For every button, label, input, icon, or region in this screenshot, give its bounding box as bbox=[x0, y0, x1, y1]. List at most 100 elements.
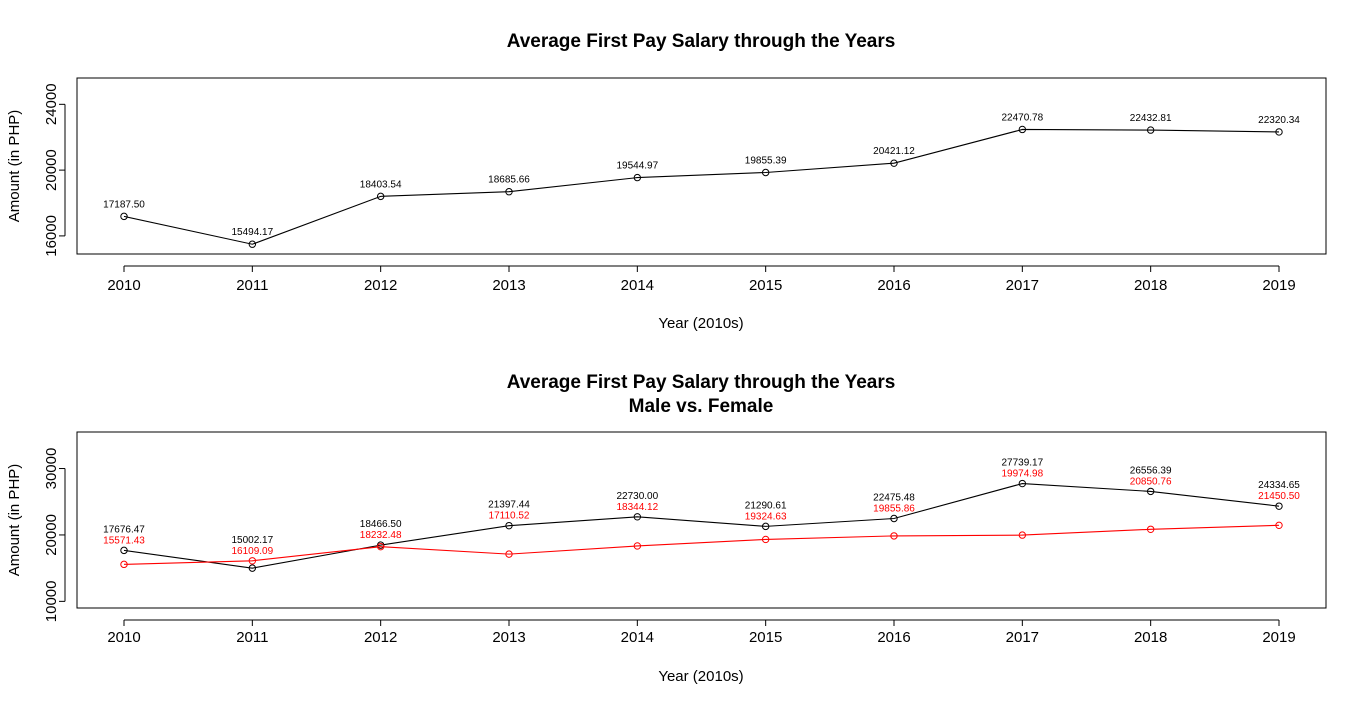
bottom-series-1-line bbox=[123, 524, 1280, 565]
bottom-series-1-data-label: 17110.52 bbox=[489, 511, 530, 522]
top-series-0-line bbox=[123, 128, 1280, 245]
bottom-series-1-data-label: 19855.86 bbox=[873, 504, 915, 515]
bottom-chart-title: Average First Pay Salary through the Yea… bbox=[507, 372, 896, 393]
bottom-series-0-data-label: 21397.44 bbox=[488, 500, 530, 511]
bottom-series-0-point bbox=[1018, 479, 1027, 488]
bottom-series-0-point bbox=[120, 546, 128, 555]
top-x-tick-label: 2011 bbox=[236, 277, 268, 294]
bottom-x-tick-label: 2014 bbox=[621, 629, 654, 646]
bottom-series-1-point bbox=[1275, 521, 1283, 530]
bottom-x-tick-label: 2018 bbox=[1134, 629, 1167, 646]
bottom-series-0-data-label: 26556.39 bbox=[1130, 465, 1172, 476]
bottom-chart-panel: Average First Pay Salary through the Yea… bbox=[6, 372, 1327, 685]
top-series-0-point bbox=[120, 212, 128, 221]
top-data-label: 18685.66 bbox=[488, 175, 530, 186]
bottom-series-0-data-label: 15002.17 bbox=[231, 535, 273, 546]
bottom-x-tick-label: 2016 bbox=[877, 629, 910, 646]
top-x-tick-label: 2015 bbox=[749, 277, 782, 294]
top-series-0-point bbox=[1275, 128, 1283, 136]
bottom-x-tick-label: 2012 bbox=[364, 629, 397, 646]
top-series-0-point bbox=[505, 188, 513, 196]
bottom-series-1-data-label: 18344.12 bbox=[616, 502, 658, 513]
bottom-series-0-data-label: 21290.61 bbox=[745, 500, 787, 511]
bottom-series-0-point bbox=[890, 514, 898, 523]
top-x-tick-label: 2013 bbox=[492, 277, 525, 294]
top-data-label: 22470.78 bbox=[1001, 112, 1043, 123]
top-x-axis-label: Year (2010s) bbox=[658, 315, 743, 332]
top-data-label: 19544.97 bbox=[616, 161, 658, 172]
bottom-x-tick-label: 2013 bbox=[492, 629, 525, 646]
top-series-0-point bbox=[1146, 126, 1155, 134]
bottom-series-0-data-label: 24334.65 bbox=[1258, 480, 1300, 491]
top-data-label: 22320.34 bbox=[1258, 115, 1300, 126]
bottom-series-1-point bbox=[376, 542, 385, 551]
bottom-series-0-data-label: 27739.17 bbox=[1001, 458, 1043, 469]
top-x-tick-label: 2010 bbox=[107, 277, 140, 294]
top-y-axis-label: Amount (in PHP) bbox=[6, 110, 23, 223]
bottom-series-1-point bbox=[120, 560, 128, 569]
top-plot-frame bbox=[76, 77, 1327, 255]
bottom-series-1-data-label: 21450.50 bbox=[1258, 491, 1300, 502]
bottom-series-0-data-label: 22475.48 bbox=[873, 493, 915, 504]
bottom-series-1-point bbox=[761, 535, 770, 544]
bottom-series-1-point bbox=[1018, 531, 1027, 539]
bottom-series-0-point bbox=[248, 564, 257, 572]
top-series-0-point bbox=[761, 168, 770, 177]
bottom-series-1-point bbox=[1146, 525, 1155, 533]
top-data-label: 18403.54 bbox=[360, 179, 402, 190]
bottom-series-0-point bbox=[1146, 487, 1155, 496]
bottom-series-1-data-label: 16109.09 bbox=[231, 546, 273, 557]
bottom-chart-subtitle: Male vs. Female bbox=[629, 396, 774, 417]
bottom-y-tick-label: 10000 bbox=[43, 580, 60, 622]
bottom-series-1-point bbox=[633, 542, 642, 550]
bottom-series-1-point bbox=[890, 532, 898, 540]
bottom-plot-frame bbox=[76, 431, 1327, 609]
bottom-series-1-data-label: 18232.48 bbox=[360, 530, 402, 541]
top-chart-panel: Average First Pay Salary through the Yea… bbox=[6, 31, 1327, 332]
top-series-0-point bbox=[633, 173, 642, 182]
bottom-x-tick-label: 2011 bbox=[236, 629, 268, 646]
bottom-x-tick-label: 2017 bbox=[1006, 629, 1039, 646]
bottom-series-1-data-label: 19324.63 bbox=[745, 511, 787, 522]
top-x-tick-label: 2018 bbox=[1134, 277, 1167, 294]
bottom-series-0-point bbox=[505, 521, 513, 530]
bottom-series-0-point bbox=[1275, 502, 1283, 510]
top-chart-title: Average First Pay Salary through the Yea… bbox=[507, 31, 896, 52]
bottom-series-1-data-label: 19974.98 bbox=[1001, 469, 1043, 480]
bottom-x-axis-label: Year (2010s) bbox=[658, 668, 743, 685]
top-data-label: 22432.81 bbox=[1130, 113, 1172, 124]
bottom-series-0-line bbox=[123, 482, 1280, 569]
bottom-series-0-data-label: 18466.50 bbox=[360, 519, 402, 530]
bottom-y-axis-label: Amount (in PHP) bbox=[6, 464, 23, 577]
bottom-series-0-data-label: 17676.47 bbox=[103, 524, 145, 535]
bottom-x-tick-label: 2015 bbox=[749, 629, 782, 646]
top-series-0-point bbox=[890, 159, 898, 167]
bottom-y-tick-label: 30000 bbox=[43, 448, 60, 490]
bottom-series-1-data-label: 20850.76 bbox=[1130, 476, 1172, 487]
bottom-series-0-point bbox=[633, 513, 642, 521]
top-x-tick-label: 2016 bbox=[877, 277, 910, 294]
top-series-0-point bbox=[1018, 125, 1027, 134]
top-series-0-point bbox=[248, 240, 257, 248]
bottom-x-tick-label: 2019 bbox=[1262, 629, 1295, 646]
top-data-label: 17187.50 bbox=[103, 199, 145, 210]
top-data-label: 20421.12 bbox=[873, 146, 915, 157]
bottom-series-1-data-label: 15571.43 bbox=[103, 535, 145, 546]
top-y-tick-label: 20000 bbox=[43, 149, 60, 191]
top-x-tick-label: 2012 bbox=[364, 277, 397, 294]
top-x-tick-label: 2017 bbox=[1006, 277, 1039, 294]
top-y-tick-label: 16000 bbox=[43, 215, 60, 257]
bottom-series-1-point bbox=[505, 550, 513, 558]
bottom-y-tick-label: 20000 bbox=[43, 514, 60, 556]
bottom-x-tick-label: 2010 bbox=[107, 629, 140, 646]
top-series-0-point bbox=[376, 192, 385, 201]
bottom-series-0-point bbox=[761, 522, 770, 531]
bottom-series-1-point bbox=[248, 557, 257, 565]
top-y-tick-label: 24000 bbox=[43, 83, 60, 125]
top-x-tick-label: 2014 bbox=[621, 277, 654, 294]
top-data-label: 15494.17 bbox=[231, 227, 273, 238]
top-x-tick-label: 2019 bbox=[1262, 277, 1295, 294]
top-data-label: 19855.39 bbox=[745, 155, 787, 166]
bottom-series-0-data-label: 22730.00 bbox=[616, 491, 658, 502]
